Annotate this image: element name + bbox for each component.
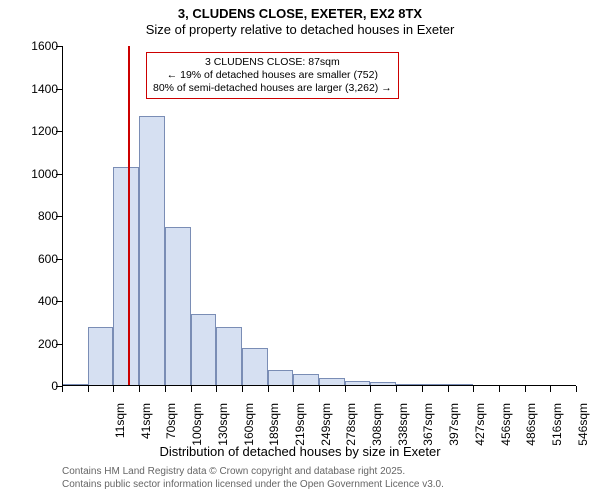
footer-attribution: Contains HM Land Registry data © Crown c… — [62, 466, 444, 491]
x-tick-mark — [191, 386, 192, 392]
x-tick-mark — [370, 386, 371, 392]
x-tick-mark — [525, 386, 526, 392]
x-tick-mark — [88, 386, 89, 392]
x-tick-mark — [165, 386, 166, 392]
annotation-box: 3 CLUDENS CLOSE: 87sqm ← 19% of detached… — [146, 52, 399, 99]
x-tick-mark — [139, 386, 140, 392]
x-tick-mark — [576, 386, 577, 392]
x-tick-mark — [345, 386, 346, 392]
x-tick-mark — [319, 386, 320, 392]
footer-line2: Contains public sector information licen… — [62, 479, 444, 492]
histogram-bar — [242, 348, 268, 386]
x-tick-mark — [422, 386, 423, 392]
marker-line — [128, 46, 130, 386]
chart-title-line1: 3, CLUDENS CLOSE, EXETER, EX2 8TX — [0, 6, 600, 21]
x-tick-mark — [62, 386, 63, 392]
y-tick-label: 1600 — [22, 39, 58, 53]
histogram-bar — [216, 327, 242, 387]
x-tick-mark — [499, 386, 500, 392]
annotation-line2: ← 19% of detached houses are smaller (75… — [153, 69, 392, 82]
x-tick-mark — [268, 386, 269, 392]
y-tick-label: 600 — [22, 252, 58, 266]
x-axis-label: Distribution of detached houses by size … — [0, 444, 600, 459]
x-tick-mark — [113, 386, 114, 392]
x-tick-mark — [242, 386, 243, 392]
y-tick-label: 200 — [22, 337, 58, 351]
chart-title-line2: Size of property relative to detached ho… — [0, 22, 600, 37]
footer-line1: Contains HM Land Registry data © Crown c… — [62, 466, 444, 479]
annotation-line1: 3 CLUDENS CLOSE: 87sqm — [153, 56, 392, 69]
histogram-bar — [139, 116, 165, 386]
histogram-bar — [113, 167, 139, 386]
x-tick-mark — [550, 386, 551, 392]
y-tick-label: 0 — [22, 379, 58, 393]
y-axis-label: Number of detached properties — [0, 71, 10, 250]
histogram-bar — [165, 227, 191, 386]
y-tick-label: 400 — [22, 294, 58, 308]
plot-area: 02004006008001000120014001600 3 CLUDENS … — [62, 46, 576, 386]
x-tick-mark — [396, 386, 397, 392]
histogram-bar — [191, 314, 217, 386]
x-tick-mark — [216, 386, 217, 392]
histogram-bar — [88, 327, 114, 387]
y-tick-label: 800 — [22, 209, 58, 223]
x-tick-mark — [448, 386, 449, 392]
y-axis-line — [62, 46, 63, 386]
y-tick-label: 1000 — [22, 167, 58, 181]
annotation-line3: 80% of semi-detached houses are larger (… — [153, 82, 392, 95]
y-tick-label: 1400 — [22, 82, 58, 96]
histogram-bar — [268, 370, 294, 386]
y-tick-label: 1200 — [22, 124, 58, 138]
x-tick-mark — [473, 386, 474, 392]
x-tick-mark — [293, 386, 294, 392]
chart-container: 3, CLUDENS CLOSE, EXETER, EX2 8TX Size o… — [0, 0, 600, 500]
